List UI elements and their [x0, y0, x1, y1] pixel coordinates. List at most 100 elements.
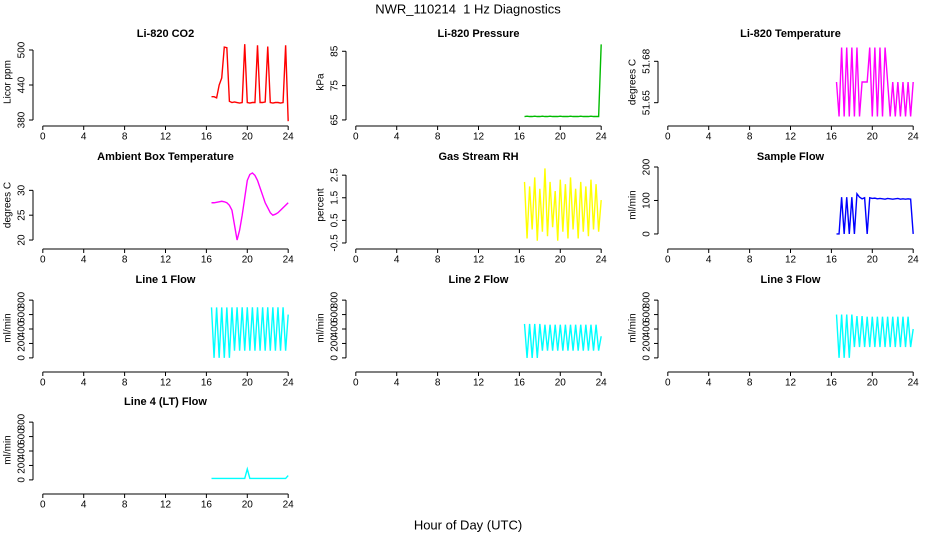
- y-tick-label: 2.5: [330, 168, 341, 182]
- y-tick-label: 20: [17, 234, 28, 246]
- x-tick-label: 20: [867, 255, 879, 266]
- x-tick-label: 4: [706, 255, 712, 266]
- x-tick-label: 12: [160, 132, 172, 143]
- panel: Ambient Box Temperature degrees C 0 4 8 12 16 2…: [3, 151, 295, 266]
- x-tick-label: 4: [394, 255, 400, 266]
- data-line: [524, 44, 602, 118]
- y-axis-label: ml/min: [3, 313, 14, 342]
- y-axis-label: degrees C: [628, 59, 639, 105]
- x-tick-label: 20: [555, 132, 567, 143]
- x-tick-label: 4: [394, 132, 400, 143]
- x-tick-label: 12: [473, 378, 485, 389]
- x-tick-label: 8: [435, 378, 441, 389]
- data-line: [210, 307, 289, 358]
- panel-title: Line 2 Flow: [449, 274, 509, 286]
- data-line: [523, 168, 602, 241]
- x-tick-label: 0: [40, 132, 46, 143]
- x-tick-label: 12: [785, 255, 797, 266]
- x-tick-label: 16: [201, 500, 213, 511]
- y-axis-label: ml/min: [628, 313, 639, 342]
- data-line: [523, 323, 602, 358]
- y-tick-label: 200: [642, 158, 653, 175]
- y-tick-label: 51.68: [642, 48, 653, 73]
- x-tick-label: 24: [908, 378, 920, 389]
- y-tick-label: 0: [330, 355, 341, 361]
- y-tick-label: 200: [17, 335, 28, 352]
- x-tick-label: 20: [242, 255, 254, 266]
- x-tick-label: 16: [514, 255, 526, 266]
- panel-title: Line 4 (LT) Flow: [124, 396, 207, 408]
- panel: Li-820 Temperature degrees C 0 4 8 12 16 20 24 51…: [628, 28, 920, 143]
- panel-title: Li-820 Pressure: [438, 28, 520, 40]
- panel: Line 1 Flow ml/min 0 4 8 12 16 20 24 0 20040060080…: [3, 274, 295, 389]
- x-tick-label: 0: [353, 132, 359, 143]
- y-tick-label: 200: [642, 335, 653, 352]
- x-tick-label: 4: [706, 378, 712, 389]
- x-tick-label: 0: [40, 378, 46, 389]
- x-tick-label: 4: [394, 378, 400, 389]
- y-axis-label: ml/min: [316, 313, 327, 342]
- x-tick-label: 4: [81, 378, 87, 389]
- y-tick-label: 800: [642, 291, 653, 308]
- data-line: [836, 191, 914, 235]
- y-tick-label: 400: [642, 320, 653, 337]
- y-tick-label: 800: [17, 291, 28, 308]
- x-tick-label: 20: [867, 378, 879, 389]
- x-tick-label: 16: [826, 378, 838, 389]
- y-axis-label: Licor ppm: [3, 60, 14, 104]
- x-tick-label: 8: [122, 132, 128, 143]
- x-tick-label: 0: [665, 132, 671, 143]
- x-tick-label: 0: [665, 255, 671, 266]
- y-tick-label: 25: [17, 209, 28, 221]
- x-tick-label: 24: [596, 378, 608, 389]
- y-axis-label: ml/min: [628, 190, 639, 219]
- x-tick-label: 24: [283, 378, 295, 389]
- y-tick-label: 1.5: [330, 190, 341, 204]
- x-tick-label: 16: [201, 378, 213, 389]
- y-tick-label: 0: [642, 231, 653, 237]
- x-tick-label: 8: [122, 378, 128, 389]
- x-tick-label: 12: [160, 378, 172, 389]
- x-tick-label: 12: [785, 132, 797, 143]
- y-axis-label: degrees C: [3, 182, 14, 228]
- y-tick-label: 0.5: [330, 213, 341, 227]
- x-tick-label: 24: [596, 255, 608, 266]
- y-tick-label: 30: [17, 184, 28, 196]
- data-line: [211, 44, 289, 122]
- x-tick-label: 12: [473, 255, 485, 266]
- y-tick-label: 400: [17, 320, 28, 337]
- x-tick-label: 16: [201, 255, 213, 266]
- x-tick-label: 16: [826, 255, 838, 266]
- x-tick-label: 12: [160, 500, 172, 511]
- data-line: [835, 314, 914, 358]
- x-tick-label: 8: [122, 255, 128, 266]
- panel: Li-820 CO2 Licor ppm 0 4 8 12 16 20 24 380 440 500: [3, 28, 295, 143]
- x-tick-label: 0: [40, 500, 46, 511]
- panel: Line 2 Flow ml/min 0 4 8 12 16 20 24 0 20040060080…: [316, 274, 608, 389]
- y-tick-label: 65: [330, 114, 341, 126]
- panel-title: Li-820 CO2: [137, 28, 194, 40]
- page-title: NWR_110214 1 Hz Diagnostics: [375, 1, 561, 16]
- x-tick-label: 0: [353, 255, 359, 266]
- panel-title: Line 1 Flow: [136, 274, 196, 286]
- y-tick-label: 600: [17, 428, 28, 445]
- x-tick-label: 20: [867, 132, 879, 143]
- panel: Line 4 (LT) Flow ml/min 0 4 8 12 16 20 24 0 200400…: [3, 396, 295, 511]
- x-tick-label: 20: [242, 132, 254, 143]
- x-tick-label: 8: [435, 255, 441, 266]
- x-tick-label: 0: [353, 378, 359, 389]
- x-tick-label: 8: [122, 500, 128, 511]
- x-tick-label: 8: [435, 132, 441, 143]
- x-tick-label: 4: [706, 132, 712, 143]
- y-tick-label: 75: [330, 80, 341, 92]
- x-tick-label: 24: [908, 132, 920, 143]
- x-tick-label: 8: [747, 378, 753, 389]
- y-tick-label: -0.5: [330, 234, 341, 252]
- x-tick-label: 0: [665, 378, 671, 389]
- x-tick-label: 12: [473, 132, 485, 143]
- x-tick-label: 16: [514, 378, 526, 389]
- y-tick-label: 0: [17, 477, 28, 483]
- x-tick-label: 20: [242, 378, 254, 389]
- x-tick-label: 16: [514, 132, 526, 143]
